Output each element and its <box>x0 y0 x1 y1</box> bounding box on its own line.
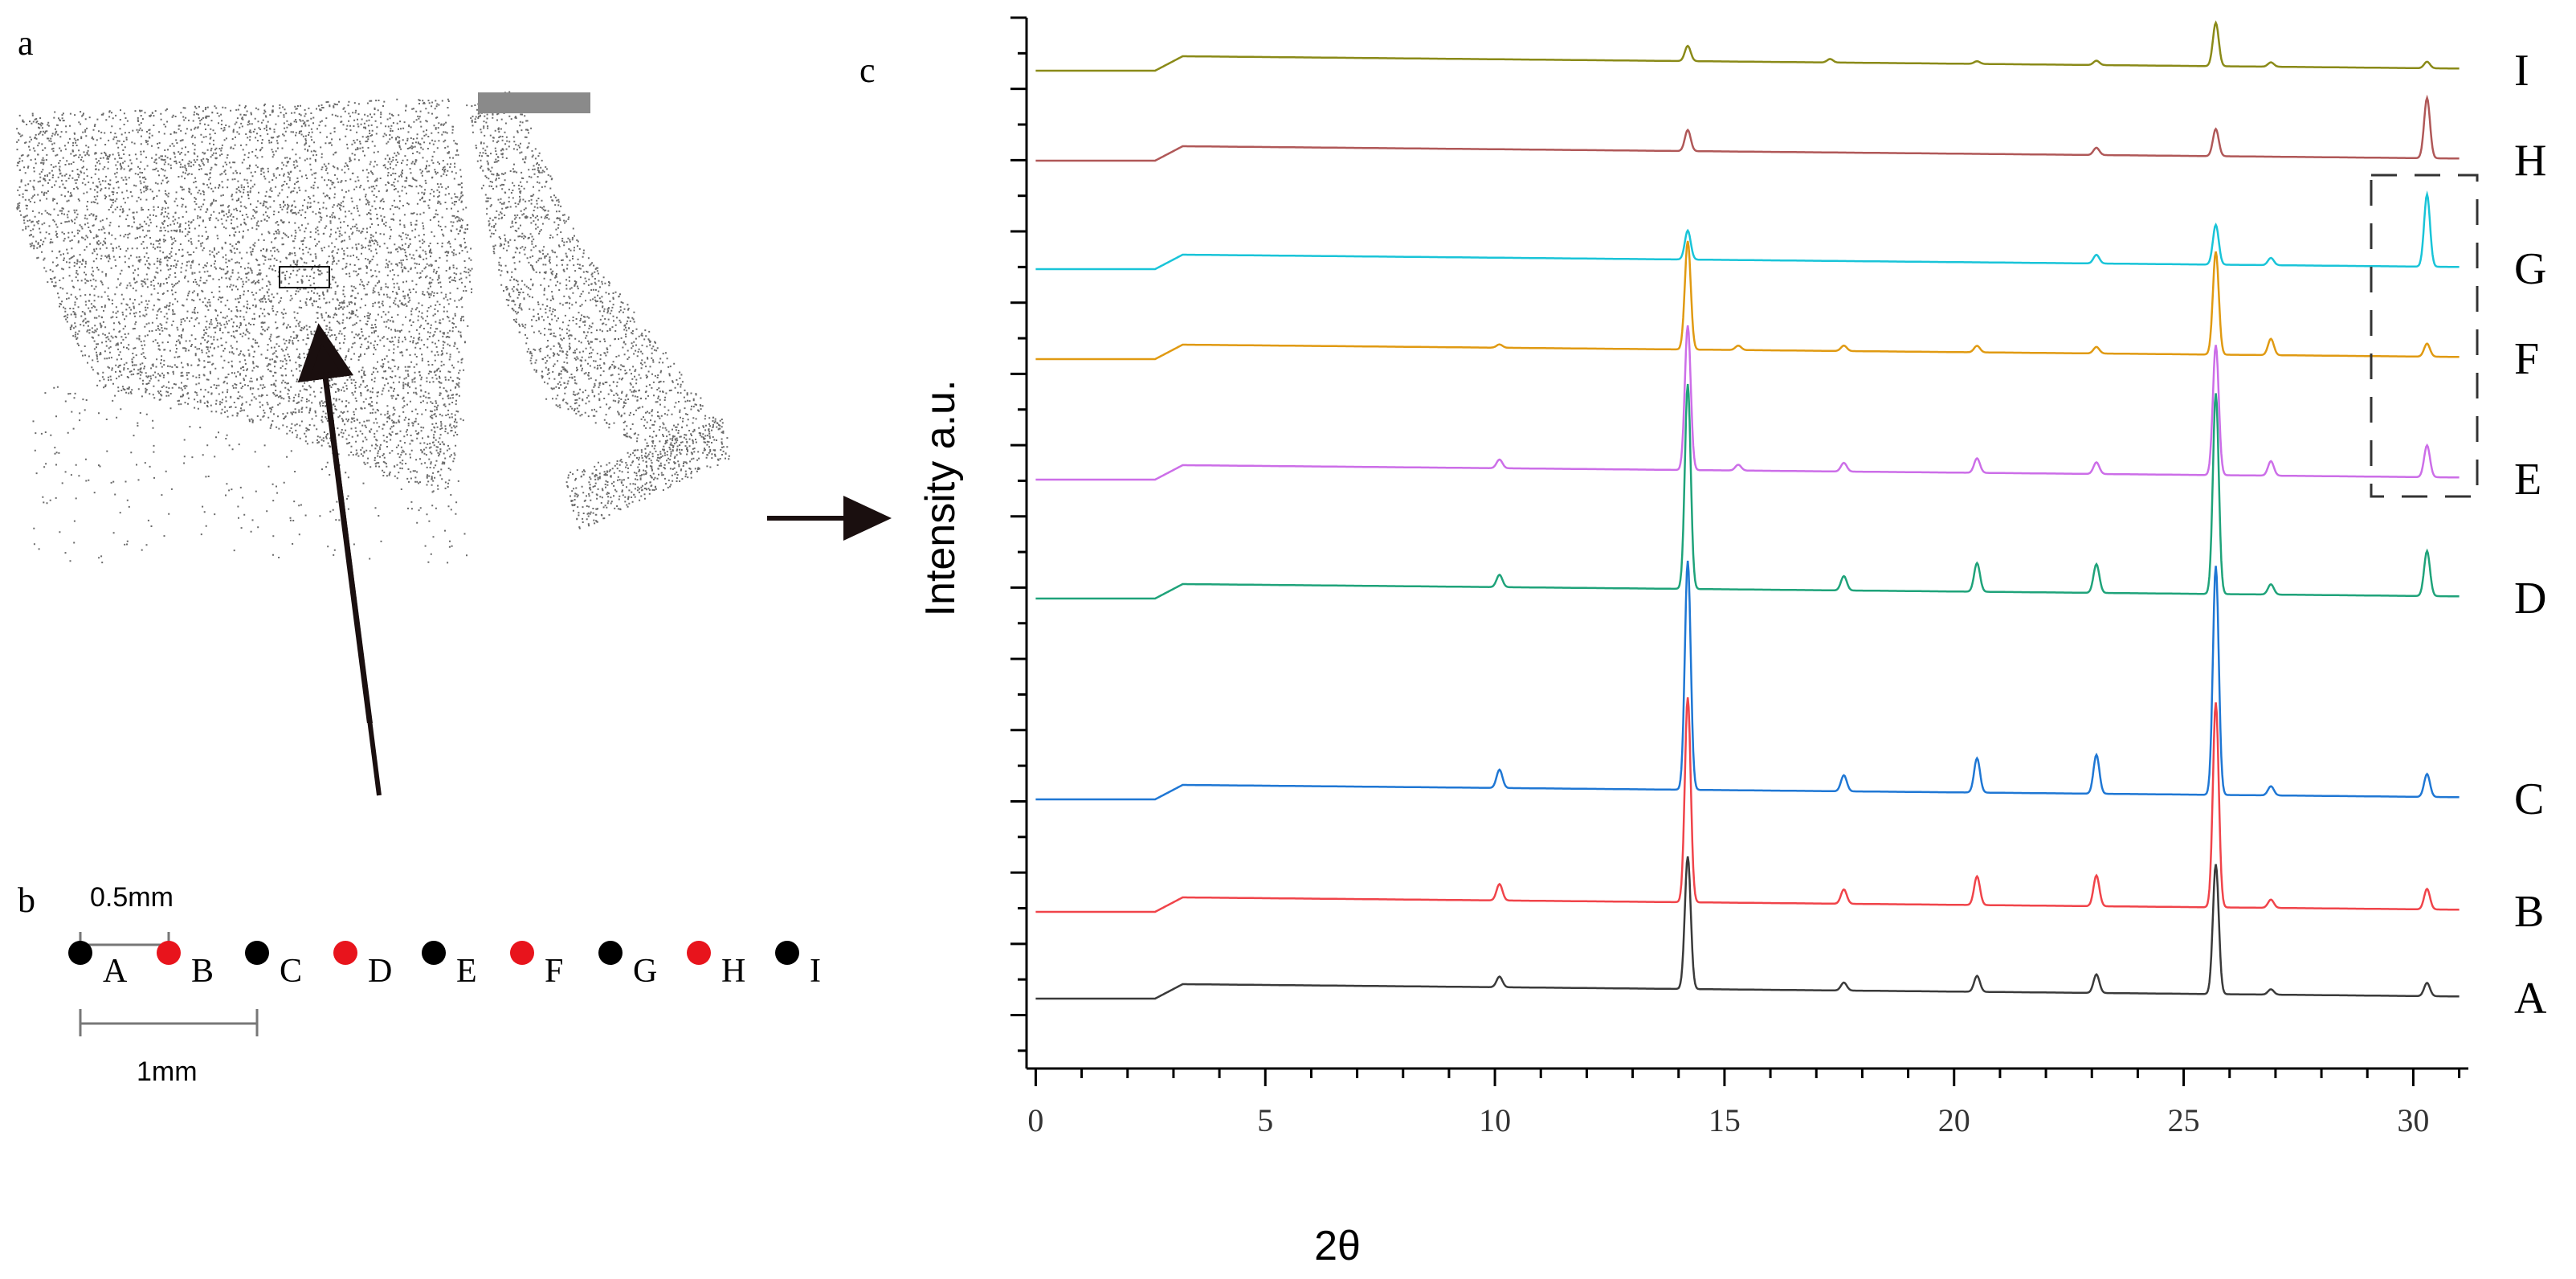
scale-label-half: 0.5mm <box>90 882 174 913</box>
measurement-points-diagram: 0.5mm 1mm A B C D E F G H I <box>68 882 821 1087</box>
point-label-d: D <box>368 953 392 990</box>
series-label-e: E <box>2514 455 2541 505</box>
point-label-b: B <box>191 953 214 990</box>
x-tick-label: 15 <box>1708 1102 1741 1138</box>
series-line-b <box>1035 697 2460 913</box>
point-label-e: E <box>456 953 477 990</box>
point-i <box>775 941 799 965</box>
series-line-i <box>1035 20 2460 72</box>
series-line-g <box>1035 190 2460 271</box>
xrd-chart: 0 5 10 15 20 25 30 AB C D E FG HI Intensity a.u. 2θ <box>917 16 2547 1269</box>
point-d <box>333 941 357 965</box>
point-label-i: I <box>810 953 821 990</box>
series-line-c <box>1035 560 2460 801</box>
point-cloud-arm <box>478 92 590 113</box>
point-cloud-image <box>16 91 730 564</box>
series-label-c: C <box>2514 774 2544 824</box>
highlight-box <box>2370 174 2479 498</box>
x-tick-label: 5 <box>1257 1102 1273 1138</box>
series-labels: AB C D E FG HI <box>2514 46 2547 1024</box>
x-tick-label: 30 <box>2397 1102 2429 1138</box>
series-label-g: G <box>2514 244 2546 294</box>
point-e <box>422 941 446 965</box>
series-line-h <box>1035 94 2460 162</box>
chart-series <box>1035 20 2460 1000</box>
scale-label-full: 1mm <box>137 1056 198 1087</box>
point-g <box>598 941 623 965</box>
point-b <box>157 941 181 965</box>
point-label-f: F <box>545 953 563 990</box>
x-tick-label: 25 <box>2168 1102 2200 1138</box>
panel-letter-c: c <box>859 51 876 90</box>
series-line-d <box>1035 383 2460 600</box>
scale-bar-full <box>79 1009 259 1036</box>
series-label-a: A <box>2514 974 2547 1024</box>
point-h <box>687 941 711 965</box>
pointer-arrow-line <box>311 344 382 796</box>
point-label-c: C <box>280 953 302 990</box>
series-label-b: B <box>2514 887 2544 937</box>
point-label-h: H <box>721 953 745 990</box>
x-tick-label: 0 <box>1027 1102 1043 1138</box>
point-label-g: G <box>633 953 657 990</box>
series-label-f: F <box>2514 334 2539 384</box>
selection-box <box>279 266 330 288</box>
series-label-h: H <box>2514 136 2546 186</box>
x-axis-label: 2θ <box>1314 1223 1361 1269</box>
panel-letter-b: b <box>18 881 35 920</box>
measurement-points: A B C D E F G H I <box>68 941 821 990</box>
series-label-d: D <box>2514 574 2546 623</box>
panel-letter-a: a <box>18 23 34 63</box>
point-label-a: A <box>103 953 128 990</box>
series-line-f <box>1035 240 2460 361</box>
y-axis-label: Intensity a.u. <box>917 380 964 617</box>
series-line-a <box>1035 856 2460 1000</box>
point-cloud-dots <box>16 91 730 564</box>
point-c <box>245 941 269 965</box>
x-tick-label: 20 <box>1938 1102 1970 1138</box>
series-line-e <box>1035 325 2460 481</box>
point-f <box>510 941 534 965</box>
panel-arrow-icon <box>767 496 892 541</box>
series-label-i: I <box>2514 46 2529 96</box>
x-tick-label: 10 <box>1479 1102 1511 1138</box>
point-a <box>68 941 92 965</box>
chart-axes: 0 5 10 15 20 25 30 <box>1010 16 2468 1138</box>
